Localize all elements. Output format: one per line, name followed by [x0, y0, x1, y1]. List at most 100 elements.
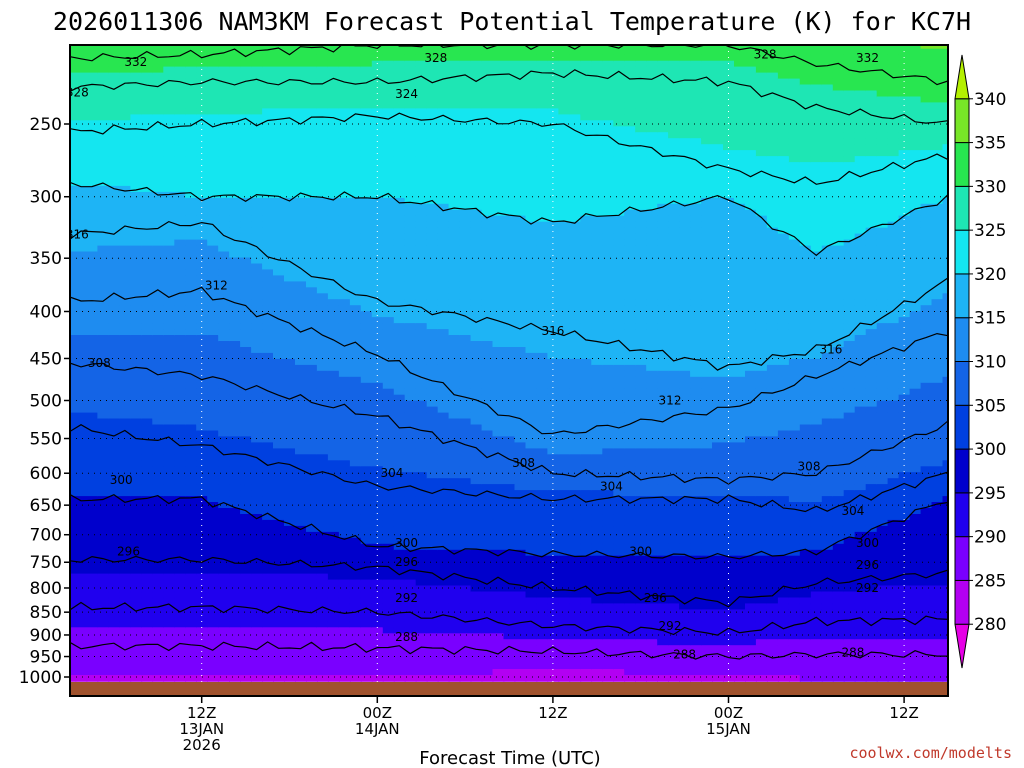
- fill-cell: [86, 203, 99, 211]
- fill-cell: [327, 400, 340, 408]
- fill-cell: [547, 675, 560, 682]
- fill-cell: [119, 233, 132, 241]
- fill-cell: [426, 394, 439, 402]
- fill-cell: [218, 293, 230, 301]
- fill-cell: [240, 478, 252, 485]
- fill-cell: [75, 370, 88, 378]
- fill-cell: [97, 293, 110, 301]
- fill-cell: [492, 406, 505, 414]
- fill-cell: [327, 257, 340, 265]
- fill-cell: [284, 78, 296, 86]
- fill-cell: [70, 418, 77, 426]
- fill-cell: [350, 37, 362, 44]
- fill-cell: [437, 561, 450, 569]
- fill-cell: [525, 573, 538, 581]
- fill-cell: [86, 162, 99, 169]
- fill-cell: [218, 358, 230, 366]
- fill-cell: [382, 358, 395, 366]
- fill-cell: [207, 418, 219, 426]
- fill-cell: [360, 555, 373, 563]
- fill-cell: [119, 352, 132, 360]
- fill-cell: [536, 555, 549, 563]
- fill-cell: [415, 168, 428, 175]
- fill-cell: [492, 519, 505, 527]
- fill-cell: [141, 227, 154, 235]
- fill-cell: [152, 251, 165, 259]
- fill-cell: [130, 543, 143, 551]
- fill-cell: [503, 221, 516, 229]
- fill-cell: [75, 144, 88, 151]
- fill-cell: [426, 335, 439, 342]
- fill-cell: [393, 203, 406, 211]
- fill-cell: [437, 597, 450, 605]
- fill-cell: [185, 514, 197, 521]
- fill-cell: [547, 388, 560, 396]
- fill-cell: [503, 555, 516, 563]
- fill-cell: [108, 162, 121, 169]
- fill-cell: [86, 454, 99, 462]
- fill-cell: [492, 508, 505, 515]
- fill-cell: [503, 466, 516, 474]
- fill-cell: [316, 227, 329, 235]
- fill-cell: [514, 84, 527, 92]
- fill-cell: [492, 657, 505, 664]
- fill-cell: [130, 138, 143, 145]
- fill-cell: [273, 436, 285, 444]
- fill-cell: [163, 150, 176, 157]
- fill-cell: [371, 585, 384, 593]
- fill-cell: [349, 669, 362, 676]
- fill-cell: [185, 156, 197, 163]
- fill-cell: [558, 281, 571, 289]
- fill-cell: [448, 376, 461, 384]
- fill-cell: [558, 60, 571, 68]
- fill-cell: [558, 180, 571, 187]
- fill-cell: [481, 448, 494, 456]
- fill-cell: [426, 114, 439, 122]
- fill-cell: [152, 72, 165, 80]
- fill-cell: [536, 490, 549, 497]
- fill-cell: [262, 48, 274, 56]
- fill-cell: [382, 263, 395, 271]
- fill-cell: [525, 108, 538, 116]
- fill-cell: [525, 627, 538, 635]
- fill-cell: [349, 424, 362, 432]
- fill-cell: [240, 162, 252, 169]
- fill-cell: [119, 245, 132, 253]
- fill-cell: [141, 496, 154, 503]
- fill-cell: [119, 496, 132, 503]
- fill-cell: [536, 72, 549, 80]
- fill-cell: [536, 615, 549, 623]
- fill-cell: [426, 347, 439, 354]
- fill-cell: [503, 597, 516, 605]
- fill-cell: [284, 174, 296, 181]
- fill-cell: [481, 269, 494, 277]
- fill-cell: [240, 209, 252, 217]
- fill-cell: [207, 269, 219, 277]
- fill-cell: [70, 96, 77, 104]
- fill-cell: [536, 60, 549, 68]
- fill-cell: [262, 454, 274, 462]
- fill-cell: [174, 352, 187, 360]
- fill-cell: [251, 514, 263, 521]
- fill-cell: [229, 287, 241, 295]
- fill-cell: [97, 323, 110, 330]
- fill-cell: [108, 317, 121, 324]
- fill-cell: [360, 54, 373, 62]
- fill-cell: [185, 442, 197, 450]
- fill-cell: [218, 239, 230, 247]
- fill-cell: [119, 108, 132, 116]
- fill-cell: [481, 209, 494, 217]
- fill-cell: [130, 424, 143, 432]
- fill-cell: [371, 400, 384, 408]
- fill-cell: [152, 400, 165, 408]
- fill-cell: [481, 669, 494, 676]
- fill-cell: [525, 311, 538, 318]
- fill-cell: [306, 275, 318, 283]
- fill-cell: [273, 144, 285, 151]
- fill-cell: [503, 591, 516, 599]
- fill-cell: [503, 174, 516, 181]
- fill-cell: [306, 585, 318, 593]
- fill-cell: [262, 615, 274, 623]
- fill-cell: [437, 347, 450, 354]
- fill-cell: [130, 221, 143, 229]
